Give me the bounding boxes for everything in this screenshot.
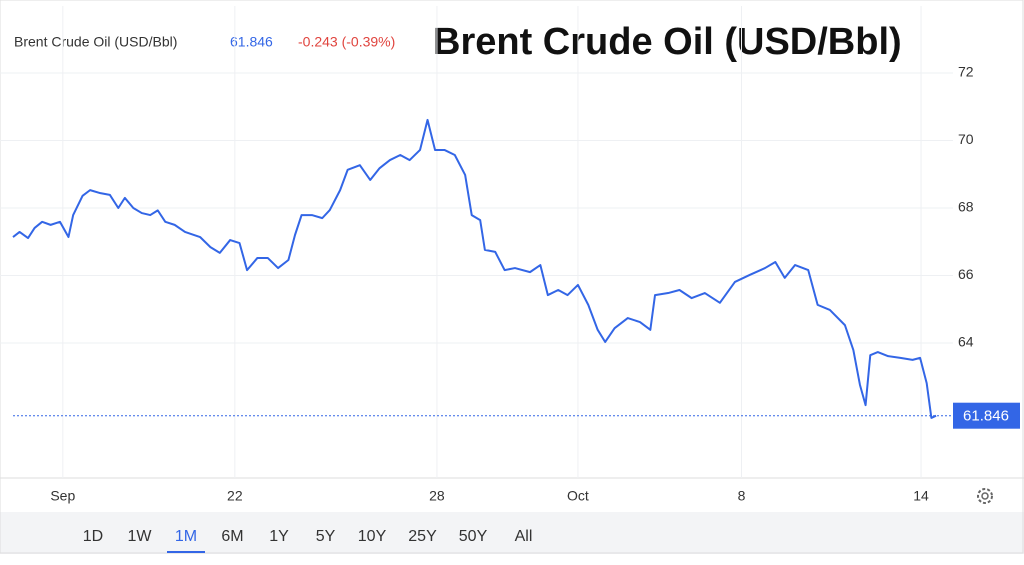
x-tick-label: Sep xyxy=(50,488,75,504)
chart-title: Brent Crude Oil (USD/Bbl) xyxy=(433,21,902,63)
gear-hub[interactable] xyxy=(981,492,989,500)
x-tick-label: 28 xyxy=(429,488,445,504)
price: 61.846 xyxy=(230,34,273,50)
range-button[interactable]: All xyxy=(515,528,533,545)
price-line xyxy=(12,118,937,419)
x-tick-label: 8 xyxy=(738,488,746,504)
y-tick-label: 68 xyxy=(958,199,974,215)
y-tick-label: 72 xyxy=(958,64,974,80)
range-button[interactable]: 1D xyxy=(83,528,103,545)
last-price-label: 61.846 xyxy=(963,408,1009,425)
range-button[interactable]: 1W xyxy=(128,528,153,545)
x-tick-label: 14 xyxy=(913,488,929,504)
gear[interactable] xyxy=(977,488,993,504)
instrument-label: Brent Crude Oil (USD/Bbl) xyxy=(14,34,177,50)
range-button[interactable]: 5Y xyxy=(316,528,336,545)
range-button[interactable]: 1M xyxy=(175,528,197,545)
y-tick-label: 64 xyxy=(958,334,974,350)
last-price-badge xyxy=(953,402,1020,429)
change: -0.243 (-0.39%) xyxy=(298,34,395,50)
range-button[interactable]: 1Y xyxy=(269,528,289,545)
y-tick-label: 66 xyxy=(958,266,974,282)
y-tick-label: 70 xyxy=(958,131,974,147)
range-button[interactable]: 25Y xyxy=(408,528,437,545)
x-tick-label: Oct xyxy=(567,488,589,504)
x-tick-label: 22 xyxy=(227,488,243,504)
range-button[interactable]: 10Y xyxy=(358,528,387,545)
range-button[interactable]: 50Y xyxy=(459,528,488,545)
settings-icon[interactable] xyxy=(977,488,993,504)
range-button[interactable]: 6M xyxy=(221,528,243,545)
range-bar xyxy=(0,512,1024,554)
